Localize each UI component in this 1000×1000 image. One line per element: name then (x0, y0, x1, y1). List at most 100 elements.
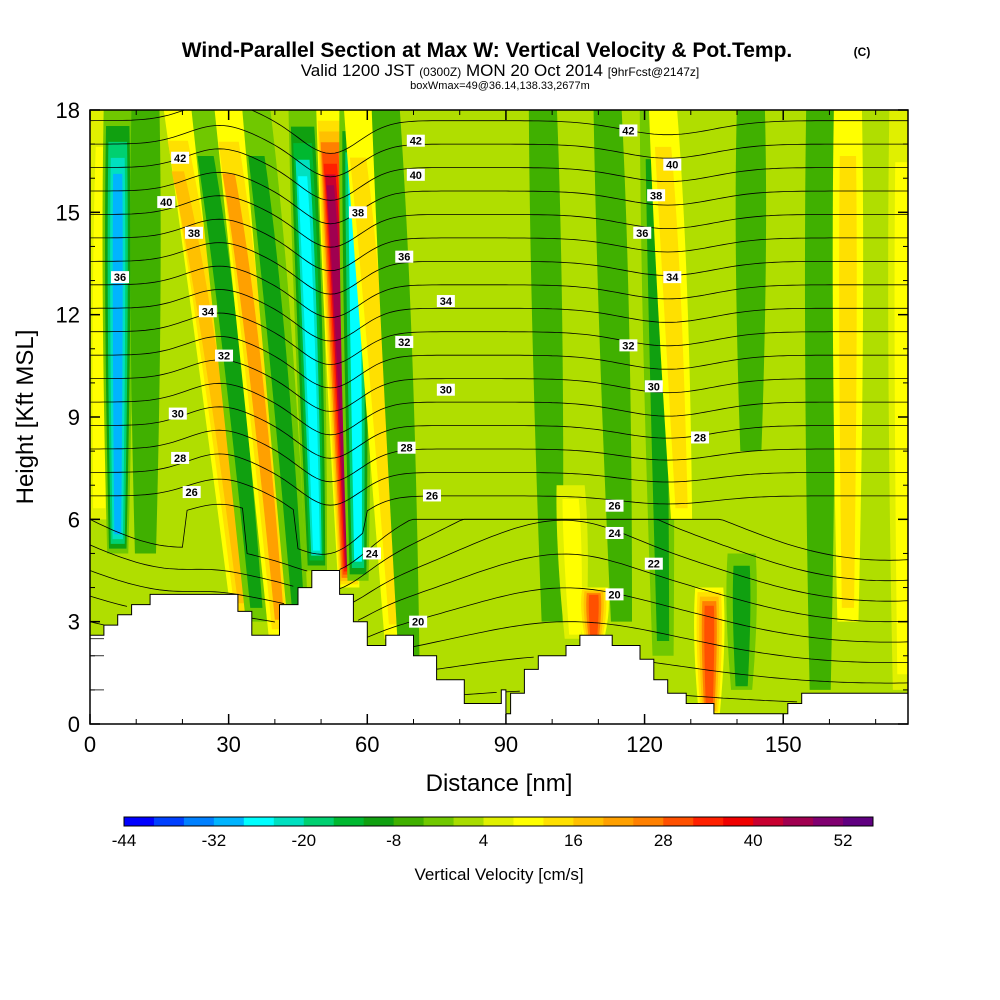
contour-label: 26 (182, 486, 201, 499)
contour-label-text: 42 (622, 125, 634, 137)
colorbar-swatch (723, 817, 754, 826)
theta-contour-26 (90, 503, 908, 572)
contour-label: 42 (619, 124, 638, 137)
x-axis-label: Distance [nm] (426, 770, 573, 797)
contour-label-box (619, 124, 638, 137)
colorbar-tick-label: -32 (202, 831, 227, 850)
contour-label: 20 (605, 588, 624, 601)
contour-label-box (633, 226, 652, 239)
contour-label: 38 (647, 189, 666, 202)
contour-label-box (644, 380, 663, 393)
contour-label-box (406, 134, 425, 147)
contour-label-text: 36 (636, 228, 648, 240)
subtitle-utc: (0300Z) (419, 65, 461, 79)
contour-label-text: 34 (666, 272, 679, 284)
velocity-streak-2-band-0 (130, 110, 161, 554)
contour-label: 38 (349, 206, 368, 219)
colorbar-swatch (843, 817, 874, 826)
contour-label-text: 32 (218, 351, 230, 363)
subtitle-fcst: [9hrFcst@2147z] (608, 65, 700, 79)
y-tick-label: 15 (56, 200, 80, 225)
colorbar-swatch (483, 817, 514, 826)
potential-temperature-contours (90, 110, 908, 703)
contour-label-box (406, 168, 425, 181)
contour-label-box (436, 295, 455, 308)
colorbar-swatch (633, 817, 664, 826)
contour-label: 30 (644, 380, 663, 393)
contour-label-box (422, 489, 441, 502)
velocity-streak-19-band-1 (732, 565, 751, 687)
x-tick-label: 30 (216, 732, 240, 757)
colorbar-swatch (183, 817, 215, 826)
y-axis-label: Height [Kft MSL] (12, 330, 39, 505)
velocity-streak-23-band-1 (894, 162, 908, 675)
contour-label: 28 (397, 441, 416, 455)
y-tick-label: 0 (68, 712, 80, 737)
contour-label-box (436, 383, 455, 396)
contour-label: 30 (168, 407, 187, 421)
contour-label-box (395, 335, 414, 348)
colorbar-swatch (783, 817, 814, 826)
colorbar-swatch (243, 817, 275, 826)
x-tick-label: 150 (765, 732, 802, 757)
contour-label-box (691, 431, 710, 444)
velocity-streak-20-band-0 (735, 110, 767, 452)
colorbar-swatch (124, 817, 155, 826)
contour-label-box (644, 557, 663, 570)
velocity-streak-4-band-1 (197, 156, 263, 608)
contour-label-text: 36 (114, 272, 126, 284)
contour-label: 36 (633, 226, 652, 240)
contour-label-box (182, 486, 201, 499)
contour-label-text: 36 (398, 252, 410, 264)
y-tick-label: 12 (56, 303, 80, 328)
contour-label-box (409, 615, 428, 628)
contour-label: 28 (171, 451, 190, 465)
contour-label-text: 42 (174, 153, 186, 165)
contour-label-text: 32 (622, 340, 634, 352)
contour-label-text: 26 (608, 501, 620, 513)
x-tick-label: 0 (84, 732, 96, 757)
theta-contour-41 (90, 148, 908, 201)
contour-label-text: 24 (366, 548, 379, 560)
terrain (90, 570, 908, 724)
velocity-streak-5-band-2 (222, 173, 285, 620)
colorbar-tick-label: 4 (479, 831, 488, 850)
contour-label-box (171, 451, 190, 464)
colorbar: -44 -32 -20 -8 4 16 28 40 52 (112, 816, 874, 850)
contour-label: 30 (436, 383, 455, 397)
contour-label-box (605, 499, 624, 512)
colorbar-swatch (213, 817, 245, 826)
colorbar-swatch (663, 817, 694, 826)
theta-contour-38 (90, 218, 908, 272)
velocity-streak-22-band-1 (839, 156, 857, 608)
x-tick-label: 120 (626, 732, 663, 757)
contour-label-box (395, 250, 414, 263)
contour-label-text: 40 (666, 160, 678, 172)
y-tick-label: 3 (68, 610, 80, 635)
contour-label: 40 (663, 158, 682, 172)
contour-label-box (605, 588, 624, 601)
theta-contour-33 (90, 335, 908, 389)
colorbar-swatch (693, 817, 724, 826)
velocity-streak-21-band-0 (804, 110, 836, 690)
contour-label-box (168, 407, 187, 420)
colorbar-swatch (573, 817, 604, 826)
colorbar-swatch (543, 817, 574, 826)
contour-label-text: 24 (608, 528, 621, 540)
theta-contour-36 (90, 265, 908, 319)
contour-label: 24 (362, 547, 381, 560)
contour-label-text: 26 (186, 487, 198, 499)
contour-label: 42 (171, 151, 190, 165)
colorbar-frame (123, 816, 874, 827)
subtitle-prefix: Valid 1200 JST (301, 61, 415, 80)
theta-contour-28 (90, 453, 908, 506)
theta-contour-19 (464, 690, 798, 703)
theta-contour-27 (90, 478, 908, 555)
contour-label-text: 26 (426, 490, 438, 502)
contour-label-text: 30 (648, 381, 660, 393)
colorbar-swatch (153, 817, 185, 826)
contour-label-box (184, 226, 203, 239)
contour-label: 34 (663, 271, 682, 284)
contour-label: 42 (406, 134, 425, 148)
contour-label: 36 (111, 271, 130, 284)
